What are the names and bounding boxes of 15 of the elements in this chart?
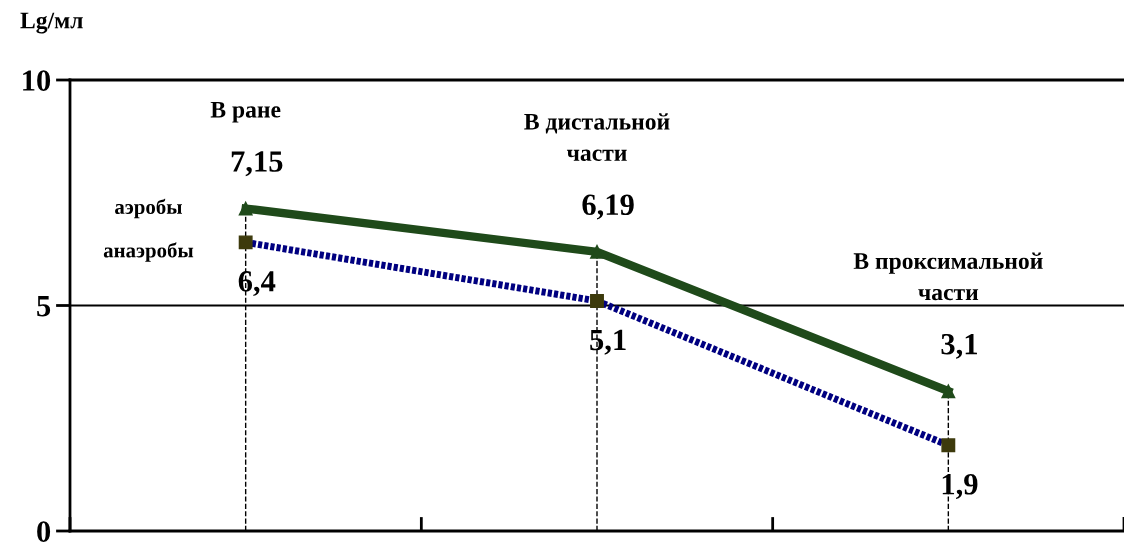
data-label: 7,15 [231, 151, 283, 177]
y-tick-label: 10 [23, 70, 51, 91]
data-label: 1,9 [942, 474, 978, 500]
data-label: 5,1 [590, 329, 626, 355]
data-label: 6,4 [238, 271, 276, 297]
y-tick-label: 0 [37, 521, 51, 542]
text: аэробы [115, 198, 182, 219]
data-label: 6,19 [582, 194, 634, 220]
y-tick-label: 5 [37, 296, 51, 317]
x-tick-label: В дистальной части [524, 113, 670, 161]
y-axis-title: Lg/мл [20, 12, 83, 34]
x-tick-label: В ране [210, 101, 281, 123]
text: анаэробы [103, 242, 194, 262]
data-label: 3,1 [941, 333, 977, 359]
x-tick-label: В проксимальной части [853, 252, 1043, 301]
